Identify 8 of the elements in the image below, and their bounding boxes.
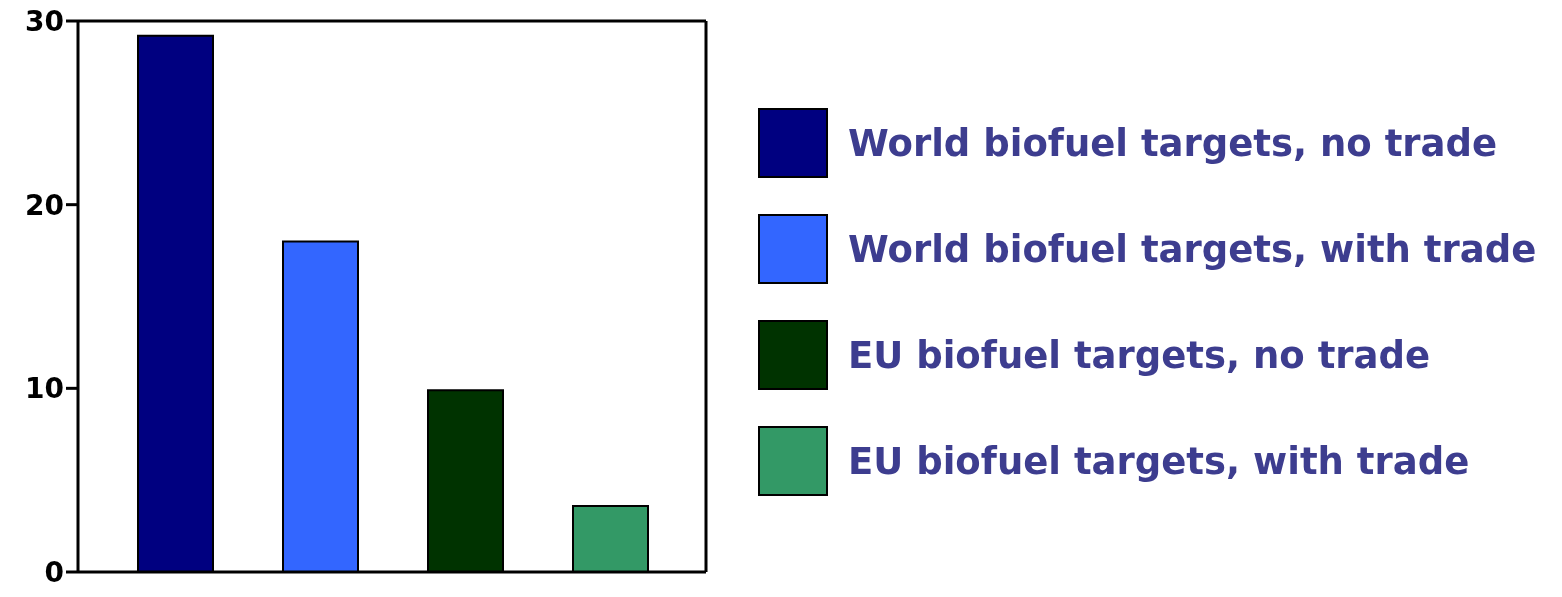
legend-label: World biofuel targets, with trade bbox=[848, 227, 1537, 271]
y-tick-label: 10 bbox=[25, 372, 64, 406]
y-tick-label: 20 bbox=[25, 188, 64, 222]
legend-label: EU biofuel targets, with trade bbox=[848, 439, 1470, 483]
y-tick-label: 0 bbox=[44, 555, 64, 589]
y-tick-label: 30 bbox=[25, 4, 64, 38]
legend-label: World biofuel targets, no trade bbox=[848, 121, 1498, 165]
legend-label: EU biofuel targets, no trade bbox=[848, 333, 1431, 377]
